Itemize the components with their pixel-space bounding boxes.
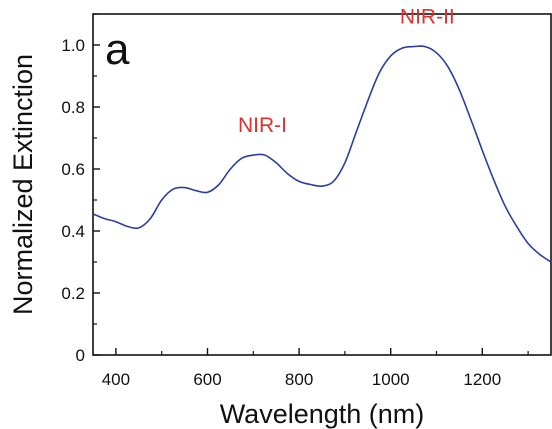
- y-axis-label: Normalized Extinction: [8, 54, 38, 315]
- annotations: NIR-I NIR-II: [238, 5, 455, 137]
- x-tick-label: 1000: [372, 370, 410, 389]
- x-tick-label: 800: [285, 370, 313, 389]
- annotation-label: NIR-II: [400, 5, 455, 28]
- y-tick-label: 0.6: [61, 160, 85, 179]
- x-tick-label: 600: [193, 370, 221, 389]
- panel-label: a: [105, 25, 130, 74]
- x-tick-label: 1200: [463, 370, 501, 389]
- y-tick-label: 1.0: [61, 36, 85, 55]
- x-tick-label: 400: [102, 370, 130, 389]
- series-line: [92, 45, 552, 263]
- y-tick-label: 0.2: [61, 284, 85, 303]
- x-axis-label: Wavelength (nm): [220, 399, 425, 429]
- tick-marks: [93, 13, 529, 356]
- y-tick-label: 0.8: [61, 98, 85, 117]
- tick-labels: 400 600 800 1000 1200 0 0.2 0.4 0.6 0.8 1.0: [61, 36, 501, 389]
- y-tick-label: 0.4: [61, 222, 85, 241]
- y-tick-label: 0: [76, 346, 85, 365]
- plot-frame: [92, 13, 552, 356]
- annotation-label: NIR-I: [238, 114, 287, 137]
